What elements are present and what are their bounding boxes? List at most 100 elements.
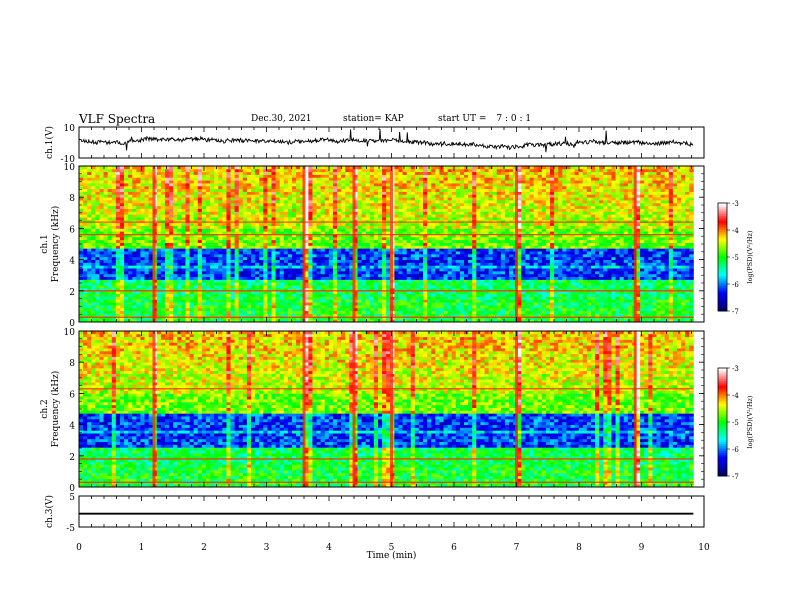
spectrogram-cell <box>193 194 199 198</box>
spectrogram-cell <box>107 202 113 207</box>
spectrogram-cell <box>87 273 92 278</box>
spectrogram-cell <box>300 166 305 170</box>
spectrogram-cell <box>226 268 231 272</box>
spectrogram-cell <box>160 200 166 204</box>
spectrogram-cell <box>83 251 88 255</box>
spectrogram-cell <box>95 208 100 212</box>
spectrogram-cell <box>193 166 199 170</box>
spectrogram-cell <box>91 166 96 170</box>
spectrogram-cell <box>124 225 129 229</box>
spectrogram-cell <box>156 171 162 175</box>
spectrogram-cell <box>210 191 215 195</box>
spectrogram-cell <box>349 270 354 275</box>
spectrogram-cell <box>365 174 371 178</box>
spectrogram-cell <box>402 253 408 258</box>
spectrogram-cell <box>140 253 145 258</box>
spectrogram-cell <box>238 304 244 309</box>
spectrogram-cell <box>148 236 154 241</box>
spectrogram-cell <box>382 268 387 272</box>
spectrogram-cell <box>83 188 88 192</box>
spectrogram-cell <box>230 307 236 312</box>
spectrogram-cell <box>95 302 100 306</box>
spectrogram-cell <box>369 307 375 312</box>
spectrogram-cell <box>132 180 137 184</box>
spectrogram-cell <box>324 265 330 269</box>
spectrogram-cell <box>210 296 215 300</box>
spectrogram-cell <box>300 276 305 280</box>
spectrogram-cell <box>173 268 178 272</box>
spectrogram-cell <box>222 234 227 238</box>
spectrogram-cell <box>111 313 117 317</box>
spectrogram-cell <box>128 171 133 175</box>
spectrogram-cell <box>181 225 186 229</box>
spectrogram-cell <box>353 296 358 300</box>
spectrogram-cell <box>144 191 150 195</box>
spectrogram-cell <box>197 265 203 269</box>
spectrogram-cell <box>230 310 236 314</box>
spectrogram-cell <box>214 180 219 184</box>
spectrogram-cell <box>304 313 309 317</box>
spectrogram-cell <box>435 208 440 212</box>
spectrogram-cell <box>341 319 346 323</box>
spectrogram-cell <box>136 177 141 181</box>
spectrogram-cell <box>251 205 256 209</box>
spectrogram-cell <box>369 225 375 229</box>
spectrogram-cell <box>173 239 178 243</box>
spectrogram-cell <box>296 319 301 323</box>
spectrogram-cell <box>312 174 317 178</box>
spectrogram-cell <box>259 293 264 297</box>
spectrogram-cell <box>296 197 301 201</box>
spectrogram-cell <box>201 191 207 195</box>
spectrogram-cell <box>103 251 109 255</box>
spectrogram-cell <box>275 211 281 215</box>
spectrogram-cell <box>251 256 256 260</box>
spectrogram-cell <box>140 293 145 297</box>
spectrogram-cell <box>189 171 195 175</box>
spectrogram-cell <box>287 245 293 249</box>
spectrogram-cell <box>103 231 109 235</box>
spectrogram-cell <box>427 234 432 238</box>
spectrogram-cell <box>177 307 182 312</box>
spectrogram-cell <box>394 313 399 317</box>
spectrogram-cell <box>357 180 363 184</box>
spectrogram-cell <box>128 236 133 241</box>
spectrogram-cell <box>439 208 444 212</box>
spectrogram-cell <box>251 239 256 243</box>
spectrogram-cell <box>287 270 293 275</box>
spectrogram-cell <box>263 211 268 215</box>
spectrogram-cell <box>251 200 256 204</box>
spectrogram-cell <box>83 239 88 243</box>
spectrogram-cell <box>279 194 285 198</box>
spectrogram-cell <box>177 265 182 269</box>
spectrogram-cell <box>189 231 195 235</box>
spectrogram-cell <box>234 310 240 314</box>
spectrogram-cell <box>398 310 403 314</box>
spectrogram-cell <box>214 290 219 295</box>
spectrogram-cell <box>353 302 358 306</box>
spectrogram-cell <box>246 307 252 312</box>
spectrogram-cell <box>124 287 129 292</box>
spectrogram-cell <box>169 197 174 201</box>
spectrogram-cell <box>439 307 444 312</box>
spectrogram-cell <box>259 290 264 295</box>
spectrogram-cell <box>382 296 387 300</box>
spectrogram-cell <box>177 188 182 192</box>
spectrogram-cell <box>107 174 113 178</box>
spectrogram-cell <box>283 304 289 309</box>
spectrogram-cell <box>242 208 248 212</box>
spectrogram-cell <box>87 194 92 198</box>
spectrogram-cell <box>386 256 391 260</box>
spectrogram-cell <box>267 313 272 317</box>
spectrogram-cell <box>316 256 322 260</box>
spectrogram-cell <box>414 268 420 272</box>
spectrogram-cell <box>361 248 367 252</box>
spectrogram-cell <box>353 265 358 269</box>
spectrogram-cell <box>144 188 150 192</box>
spectrogram-cell <box>91 282 96 286</box>
spectrogram-cell <box>427 287 432 292</box>
spectrogram-cell <box>418 166 424 170</box>
spectrogram-cell <box>349 293 354 297</box>
spectrogram-cell <box>132 245 137 249</box>
spectrogram-cell <box>263 313 268 317</box>
spectrogram-cell <box>226 211 231 215</box>
